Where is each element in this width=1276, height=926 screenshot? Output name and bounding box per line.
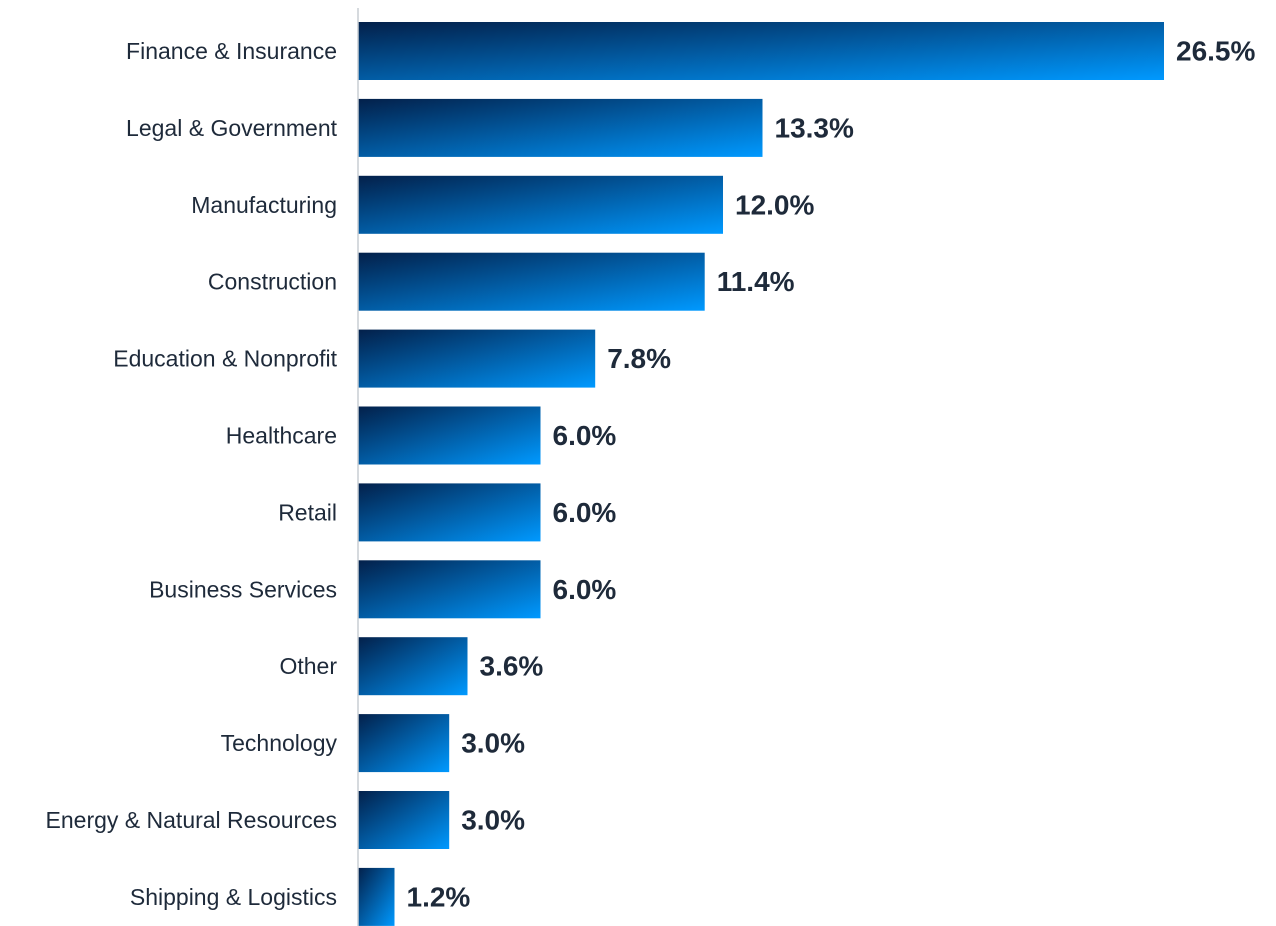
value-label: 7.8% xyxy=(607,343,671,374)
value-label: 26.5% xyxy=(1176,36,1255,67)
category-label: Technology xyxy=(221,730,338,756)
value-label: 6.0% xyxy=(553,420,617,451)
value-label: 6.0% xyxy=(553,574,617,605)
category-label: Other xyxy=(279,653,337,679)
category-label: Construction xyxy=(208,269,337,295)
bar xyxy=(358,868,395,926)
value-label: 3.6% xyxy=(480,651,544,682)
value-label: 12.0% xyxy=(735,189,814,220)
value-label: 6.0% xyxy=(553,497,617,528)
bar xyxy=(358,99,763,157)
bar xyxy=(358,330,595,388)
category-label: Business Services xyxy=(149,576,337,602)
bar xyxy=(358,22,1164,80)
category-label: Education & Nonprofit xyxy=(113,346,337,372)
bar xyxy=(358,407,541,465)
bar xyxy=(358,176,723,234)
bar xyxy=(358,714,449,772)
value-label: 3.0% xyxy=(461,728,525,759)
category-label: Energy & Natural Resources xyxy=(46,807,337,833)
category-label: Healthcare xyxy=(226,423,337,449)
bar xyxy=(358,560,541,618)
bar xyxy=(358,483,541,541)
category-label: Retail xyxy=(278,499,337,525)
value-label: 13.3% xyxy=(775,112,854,143)
bars-layer: Finance & Insurance 26.5% Legal & Governme… xyxy=(46,22,1256,926)
category-label: Legal & Government xyxy=(126,115,338,141)
value-label: 1.2% xyxy=(407,881,471,912)
bar xyxy=(358,253,705,311)
category-label: Shipping & Logistics xyxy=(130,884,337,910)
bar xyxy=(358,637,468,695)
value-label: 3.0% xyxy=(461,805,525,836)
bar xyxy=(358,791,449,849)
category-label: Finance & Insurance xyxy=(126,38,337,64)
value-label: 11.4% xyxy=(717,266,795,297)
category-label: Manufacturing xyxy=(191,192,337,218)
